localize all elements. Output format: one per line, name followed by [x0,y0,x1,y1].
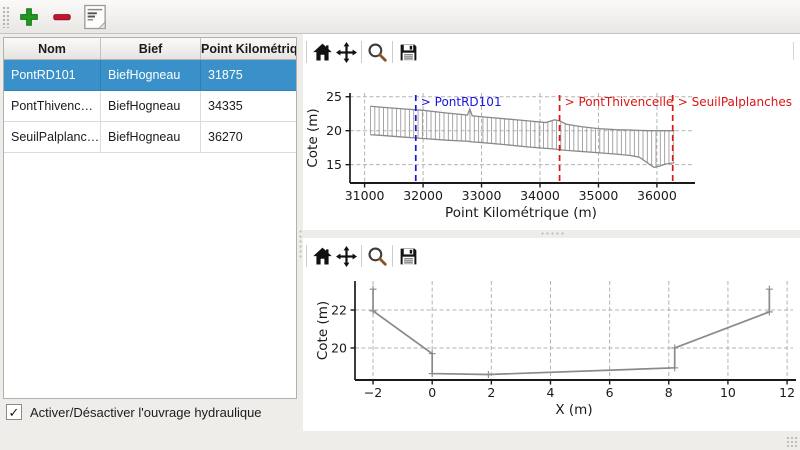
cell-bief[interactable]: BiefHogneau [101,60,201,90]
svg-text:Point Kilométrique (m): Point Kilométrique (m) [445,205,597,221]
checkbox-mark: ✓ [8,404,20,420]
table-header: Nom Bief Point Kilométrique [4,38,296,60]
remove-button[interactable] [48,4,76,30]
zoom-button[interactable] [365,244,389,268]
svg-text:> PontRD101: > PontRD101 [421,95,502,109]
svg-text:X (m): X (m) [555,402,592,418]
svg-text:36000: 36000 [637,188,677,203]
structures-table: Nom Bief Point Kilométrique PontRD101 Bi… [3,37,297,399]
svg-text:6: 6 [606,385,614,400]
cell-pk[interactable]: 34335 [208,99,243,113]
svg-text:20: 20 [331,340,347,355]
svg-text:34000: 34000 [520,188,560,203]
svg-text:Cote (m): Cote (m) [305,108,321,167]
document-icon [84,4,106,30]
save-icon [400,248,416,264]
cell-nom[interactable]: SeuilPalplanc… [4,122,101,152]
table-row[interactable]: SeuilPalplanc… BiefHogneau 36270 [4,122,296,153]
svg-text:12: 12 [779,385,795,400]
plot-toolbar [303,40,420,64]
column-header-nom[interactable]: Nom [4,38,101,59]
pan-button[interactable] [334,244,358,268]
cell-pk[interactable]: 31875 [208,68,243,82]
zoom-icon [367,246,387,266]
svg-text:31000: 31000 [345,188,385,203]
edit-list-button[interactable] [81,4,109,30]
home-button[interactable] [310,244,334,268]
main-toolbar [0,0,800,34]
home-button[interactable] [310,40,334,64]
activate-structure-checkbox[interactable]: ✓ Activer/Désactiver l'ouvrage hydrauliq… [6,403,262,421]
svg-text:15: 15 [326,157,342,172]
table-row[interactable]: PontThivenc… BiefHogneau 34335 [4,91,296,122]
minus-icon [53,14,71,21]
toolbar-drag-handle[interactable] [2,6,11,28]
pan-icon [335,245,357,267]
svg-text:> PontThivencelle: > PontThivencelle [565,95,674,109]
toolbar-separator [361,245,362,267]
cross-section-plot-panel: −2 0 2 4 6 8 10 12 20 22 X (m) Cote (m) [303,238,800,431]
svg-text:4: 4 [547,385,555,400]
pan-icon [335,41,357,63]
home-icon [312,43,332,60]
checkbox-label: Activer/Désactiver l'ouvrage hydraulique [30,404,262,420]
toolbar-separator [306,245,307,267]
cell-nom[interactable]: PontRD101 [4,60,101,90]
home-icon [312,247,332,264]
cross-section-chart: −2 0 2 4 6 8 10 12 20 22 X (m) Cote (m) [315,281,796,418]
svg-text:10: 10 [720,385,736,400]
checkbox-box[interactable]: ✓ [6,404,22,420]
plus-icon [20,8,38,26]
vertical-splitter-handle[interactable] [298,229,303,259]
column-header-pk[interactable]: Point Kilométrique [201,41,296,56]
svg-text:32000: 32000 [403,188,443,203]
table-row[interactable]: PontRD101 BiefHogneau 31875 [4,60,296,91]
svg-text:−2: −2 [364,385,382,400]
save-button[interactable] [396,40,420,64]
toolbar-separator [306,41,307,63]
svg-text:20: 20 [326,123,342,138]
svg-text:22: 22 [331,303,347,318]
svg-text:8: 8 [665,385,673,400]
zoom-icon [367,42,387,62]
horizontal-splitter-handle[interactable] [540,231,566,237]
plot-toolbar [303,244,420,268]
toolbar-separator [392,245,393,267]
window-size-grip[interactable] [786,436,798,448]
svg-text:35000: 35000 [579,188,619,203]
svg-text:2: 2 [487,385,495,400]
add-button[interactable] [15,4,43,30]
column-header-bief[interactable]: Bief [101,38,201,59]
svg-text:33000: 33000 [462,188,502,203]
longitudinal-profile-chart: > PontRD101 > PontThivencelle > SeuilPalpl… [305,89,792,221]
cell-nom[interactable]: PontThivenc… [4,91,101,121]
pan-button[interactable] [334,40,358,64]
cell-pk[interactable]: 36270 [208,130,243,144]
zoom-button[interactable] [365,40,389,64]
toolbar-separator [392,41,393,63]
svg-text:25: 25 [326,89,342,104]
save-button[interactable] [396,244,420,268]
svg-text:Cote (m): Cote (m) [315,301,331,360]
profile-plot-panel: > PontRD101 > PontThivencelle > SeuilPalpl… [303,34,800,230]
svg-text:0: 0 [428,385,436,400]
save-icon [400,44,416,60]
svg-text:> SeuilPalplanches: > SeuilPalplanches [678,95,792,109]
cell-bief[interactable]: BiefHogneau [101,91,201,121]
toolbar-separator [361,41,362,63]
cell-bief[interactable]: BiefHogneau [101,122,201,152]
toolbar-separator [793,42,794,60]
